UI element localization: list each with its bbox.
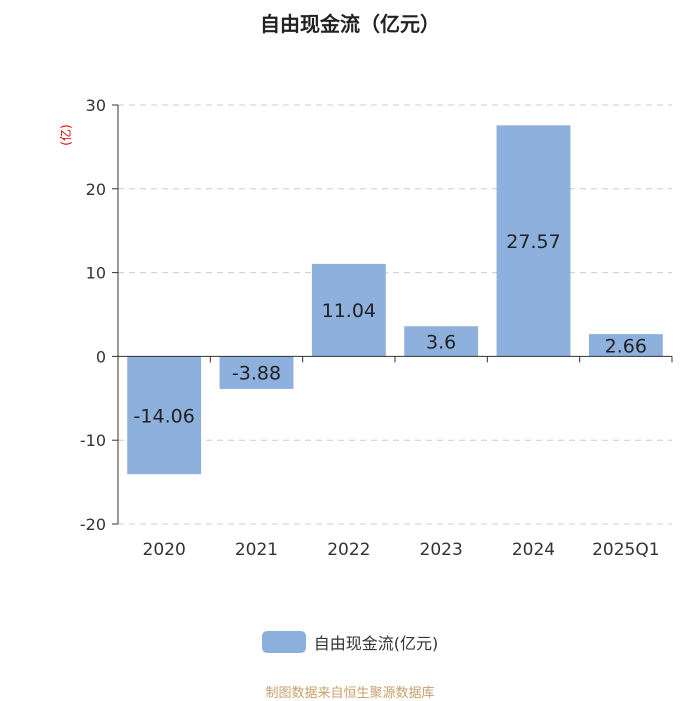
legend-label: 自由现金流(亿元) (313, 634, 439, 653)
x-tick-label: 2025Q1 (592, 540, 659, 560)
bar-chart: 30 20 10 0 -10 -20 (亿) -14.06 -3.88 11.04 3.6 27.57… (58, 96, 673, 560)
y-tick-label: 20 (86, 180, 106, 199)
y-axis-label: (亿) (58, 124, 73, 145)
data-label: 3.6 (426, 331, 456, 353)
bar (496, 125, 571, 357)
x-tick-label: 2022 (327, 540, 370, 560)
y-tick-label: 10 (86, 264, 106, 283)
bar (404, 326, 479, 357)
y-tick-label: -20 (80, 515, 106, 534)
bar (127, 356, 202, 475)
data-label: -3.88 (232, 363, 281, 385)
x-tick-label: 2021 (235, 540, 278, 560)
y-tick-label: 30 (86, 96, 106, 115)
data-label: -14.06 (134, 405, 195, 427)
data-label: 2.66 (605, 335, 647, 357)
x-tick-label: 2023 (420, 540, 463, 560)
data-label: 27.57 (506, 231, 560, 253)
bar (219, 356, 294, 389)
bar (311, 263, 386, 357)
y-tick-label: -10 (80, 431, 106, 450)
data-label: 11.04 (322, 300, 376, 322)
source-note: 制图数据来自恒生聚源数据库 (265, 686, 435, 701)
y-tick-label: 0 (96, 347, 106, 366)
chart-title: 自由现金流（亿元） (260, 12, 440, 36)
legend[interactable]: 自由现金流(亿元) (0, 630, 700, 654)
x-tick-label: 2020 (143, 540, 186, 560)
bar (588, 334, 663, 357)
x-tick-label: 2024 (512, 540, 555, 560)
legend-swatch (261, 631, 306, 653)
